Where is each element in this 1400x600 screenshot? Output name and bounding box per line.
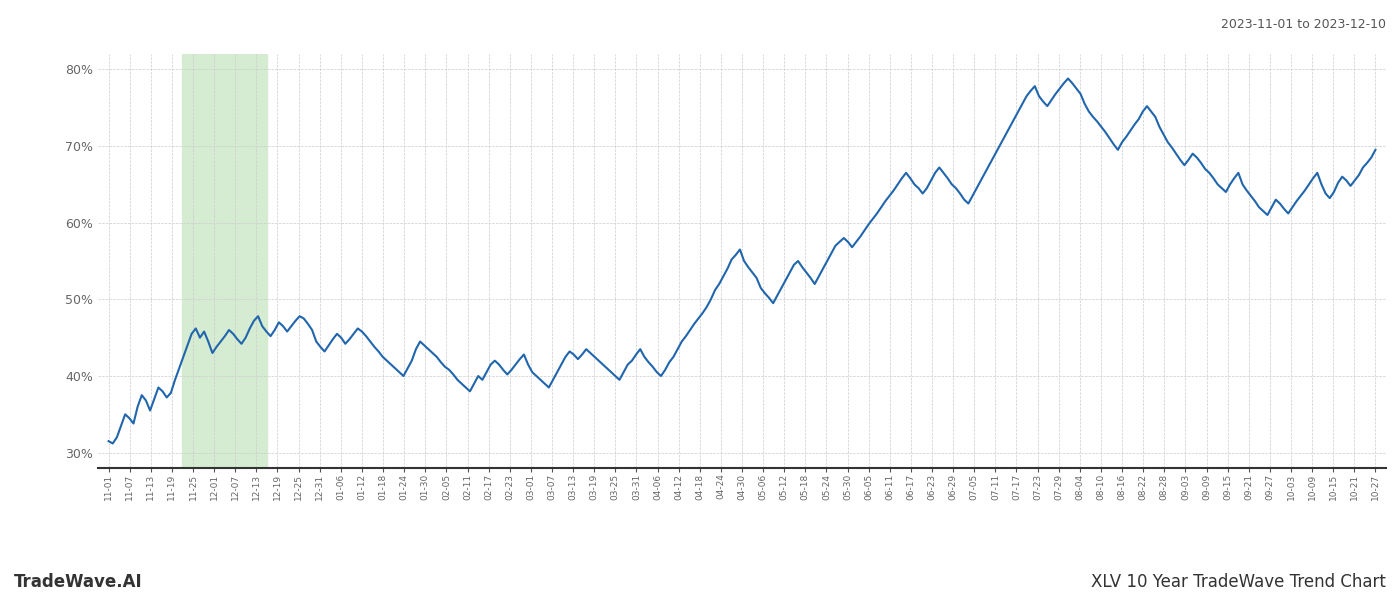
Bar	[182, 54, 267, 468]
Text: 2023-11-01 to 2023-12-10: 2023-11-01 to 2023-12-10	[1221, 18, 1386, 31]
Text: XLV 10 Year TradeWave Trend Chart: XLV 10 Year TradeWave Trend Chart	[1091, 573, 1386, 591]
Text: TradeWave.AI: TradeWave.AI	[14, 573, 143, 591]
